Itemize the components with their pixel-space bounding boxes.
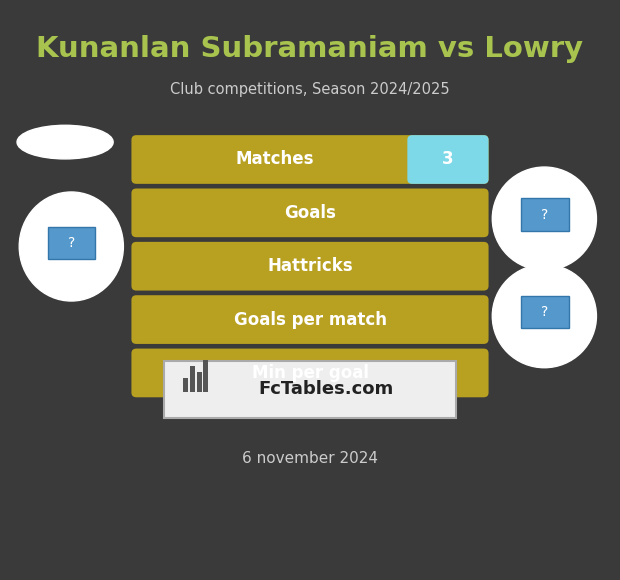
Text: Club competitions, Season 2024/2025: Club competitions, Season 2024/2025: [170, 82, 450, 97]
Text: Kunanlan Subramaniam vs Lowry: Kunanlan Subramaniam vs Lowry: [37, 35, 583, 63]
Text: Matches: Matches: [235, 150, 314, 169]
Text: ?: ?: [68, 236, 75, 250]
FancyBboxPatch shape: [131, 188, 489, 237]
Text: Hattricks: Hattricks: [267, 257, 353, 276]
Text: Goals per match: Goals per match: [234, 310, 386, 329]
Text: ?: ?: [541, 305, 549, 319]
Text: Goals: Goals: [284, 204, 336, 222]
FancyBboxPatch shape: [203, 360, 208, 392]
Ellipse shape: [492, 167, 596, 270]
FancyBboxPatch shape: [164, 361, 456, 418]
Text: FcTables.com: FcTables.com: [258, 380, 393, 398]
FancyBboxPatch shape: [131, 295, 489, 344]
Text: 6 november 2024: 6 november 2024: [242, 451, 378, 466]
FancyBboxPatch shape: [131, 349, 489, 397]
FancyBboxPatch shape: [521, 198, 569, 231]
FancyBboxPatch shape: [131, 135, 489, 184]
FancyBboxPatch shape: [183, 378, 188, 392]
Ellipse shape: [17, 125, 113, 159]
FancyBboxPatch shape: [521, 296, 569, 328]
FancyBboxPatch shape: [197, 372, 202, 392]
FancyBboxPatch shape: [407, 135, 489, 184]
FancyBboxPatch shape: [131, 242, 489, 291]
Text: Min per goal: Min per goal: [252, 364, 368, 382]
Ellipse shape: [492, 264, 596, 368]
FancyBboxPatch shape: [190, 366, 195, 392]
Text: ?: ?: [541, 208, 549, 222]
FancyBboxPatch shape: [48, 227, 95, 259]
Text: 3: 3: [442, 150, 454, 169]
Ellipse shape: [19, 192, 123, 301]
